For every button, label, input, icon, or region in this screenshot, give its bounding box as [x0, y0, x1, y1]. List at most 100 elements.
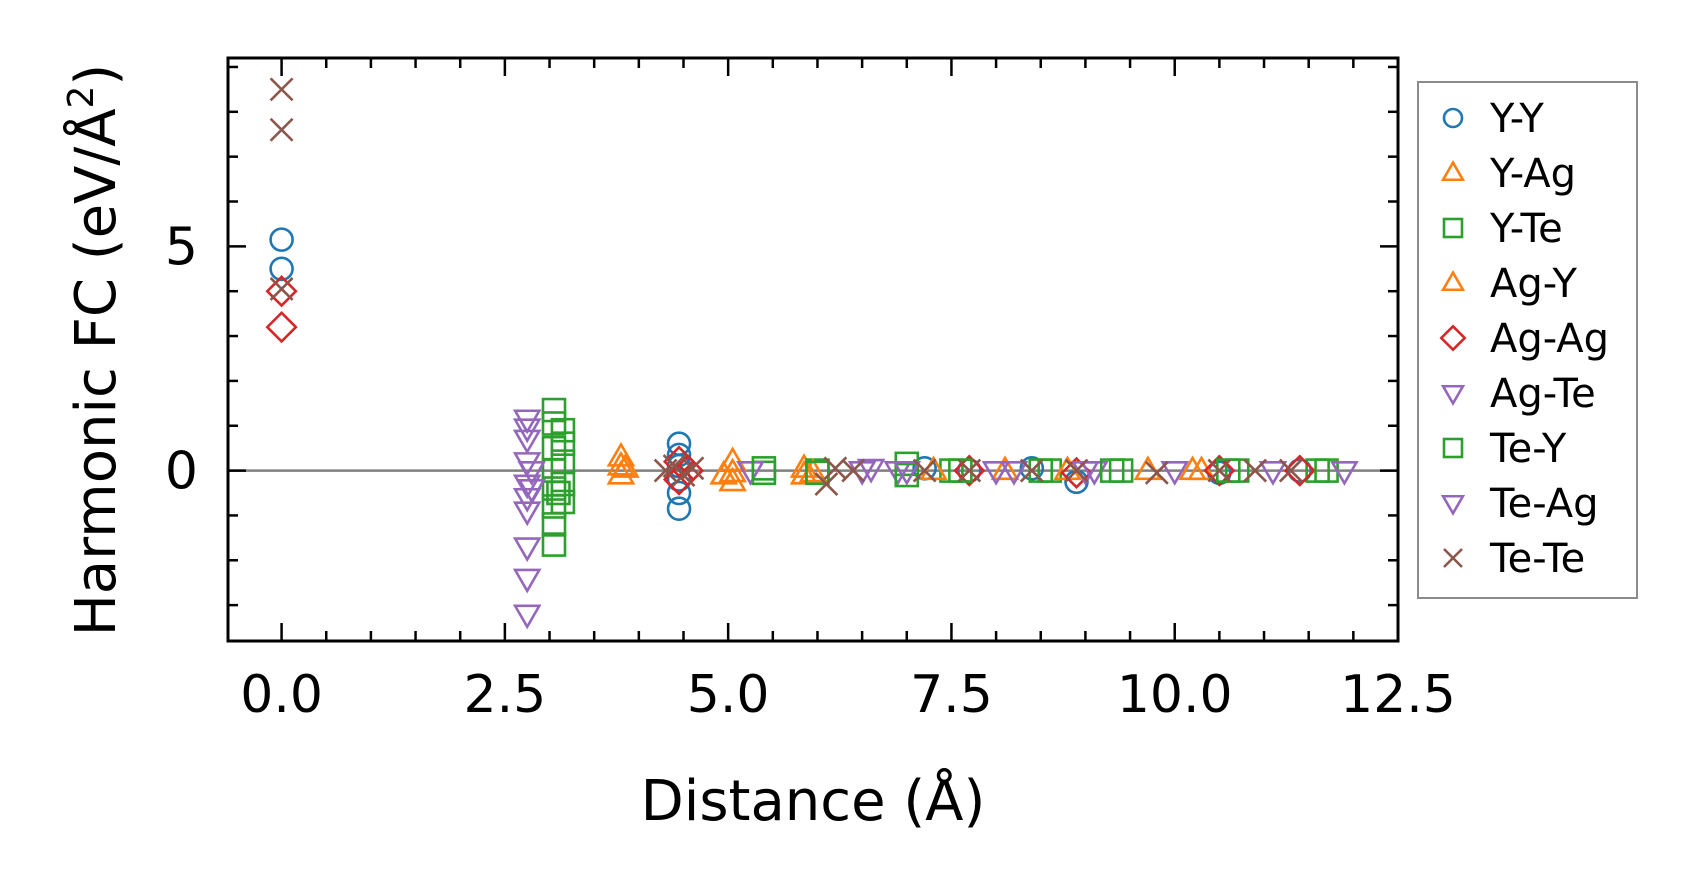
data-point [680, 456, 705, 481]
data-point [1178, 455, 1207, 481]
data-point [671, 454, 705, 487]
data-point [666, 480, 692, 506]
data-point [517, 461, 547, 486]
legend-label: Y-Ag [1489, 151, 1576, 197]
data-point [541, 411, 567, 436]
data-point [550, 417, 576, 443]
y-tick-labels: 05 [165, 217, 198, 501]
x-tick-label: 7.5 [910, 665, 993, 725]
legend-marker [1442, 437, 1464, 459]
data-point [550, 471, 576, 497]
x-axis-label: Distance (Å) [641, 768, 986, 834]
series-ag-te [512, 409, 1190, 630]
series-te-ag [517, 458, 1359, 504]
data-point [736, 461, 765, 486]
legend-item: Te-Ag [1440, 481, 1599, 527]
legend-item: Ag-Ag [1439, 316, 1609, 362]
legend: Y-Y Y-Ag Y-Te Ag-Y Ag-Ag Ag-Te Te-Y Te-Ag Te-Te [1417, 81, 1638, 599]
data-point [512, 537, 542, 563]
data-points [265, 77, 1359, 630]
data-point [512, 501, 542, 527]
legend-label: Ag-Y [1490, 261, 1577, 307]
data-point [517, 478, 547, 504]
legend-marker [1443, 548, 1463, 568]
data-point [265, 275, 298, 308]
legend-marker [1442, 217, 1464, 239]
data-point [606, 450, 636, 476]
legend-marker [1440, 160, 1466, 182]
data-point [265, 310, 298, 344]
legend-item: Y-Y [1442, 96, 1544, 142]
data-point [512, 604, 542, 630]
x-tick-label: 5.0 [687, 665, 770, 725]
x-tick-label: 2.5 [464, 665, 547, 725]
data-point [1207, 458, 1232, 483]
data-point [718, 457, 747, 483]
x-tick-labels: 0.0 2.5 5.0 7.5 10.0 12.5 [240, 665, 1456, 725]
legend-label: Y-Y [1489, 96, 1544, 142]
x-tick-label: 10.0 [1117, 665, 1233, 725]
data-point [269, 117, 294, 142]
data-point [814, 472, 839, 496]
data-point [269, 77, 294, 102]
legend-items: Y-Y Y-Ag Y-Te Ag-Y Ag-Ag Ag-Te Te-Y Te-Ag Te-Te [1439, 96, 1609, 582]
data-point [550, 489, 576, 515]
data-point [709, 459, 739, 485]
legend-marker [1442, 107, 1464, 129]
data-point [269, 277, 294, 301]
data-point [1278, 458, 1303, 483]
data-point [541, 532, 567, 557]
data-point [751, 456, 777, 481]
x-tick-label: 12.5 [1340, 665, 1456, 725]
data-point [912, 458, 937, 483]
legend-label: Ag-Ag [1490, 316, 1609, 362]
y-tick-label: 0 [165, 442, 198, 502]
legend-label: Te-Y [1489, 426, 1567, 472]
x-tick-label: 0.0 [240, 665, 323, 725]
data-point [1287, 458, 1313, 483]
legend-label: Y-Te [1489, 206, 1563, 252]
data-point [1258, 461, 1288, 486]
data-point [805, 460, 830, 486]
series-te-te [269, 77, 1303, 496]
legend-label: Te-Ag [1489, 481, 1599, 527]
data-point [666, 467, 692, 492]
data-point [1133, 455, 1163, 481]
data-point [269, 227, 294, 252]
data-point [1028, 458, 1054, 483]
data-point [894, 462, 920, 488]
axis-ticks [228, 58, 1400, 641]
legend-label: Te-Te [1489, 536, 1585, 582]
data-point [1330, 461, 1359, 486]
data-point [550, 431, 576, 456]
legend-item: Y-Te [1442, 206, 1563, 252]
data-point [948, 458, 973, 483]
y-axis-label: Harmonic FC (eV/Å2) [61, 64, 129, 637]
data-point [999, 461, 1029, 486]
data-point [856, 458, 886, 484]
data-point [1216, 458, 1241, 483]
data-point [1019, 458, 1044, 483]
data-point [990, 455, 1020, 481]
data-point [512, 568, 542, 594]
legend-item: Te-Te [1443, 536, 1585, 582]
data-point [611, 453, 640, 478]
legend-item: Y-Ag [1440, 151, 1576, 197]
data-point [957, 458, 982, 483]
data-point [841, 458, 866, 483]
data-point [953, 454, 986, 487]
data-point [512, 409, 542, 435]
data-point [1144, 460, 1169, 485]
data-point [1099, 458, 1125, 483]
plot-frame [226, 56, 1400, 643]
legend-marker [1439, 324, 1467, 352]
data-point [1064, 458, 1089, 483]
data-point [789, 459, 819, 485]
data-point [1019, 456, 1045, 481]
data-point [541, 397, 567, 423]
data-point [1203, 454, 1236, 487]
legend-marker [1440, 270, 1466, 292]
data-point [546, 480, 571, 506]
data-point [541, 476, 567, 501]
